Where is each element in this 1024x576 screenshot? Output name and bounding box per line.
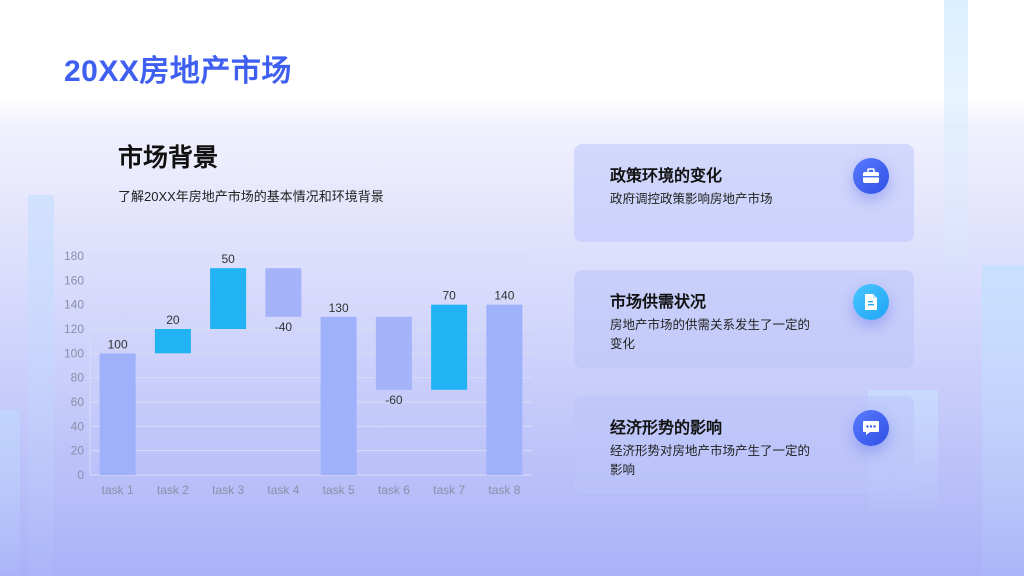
- y-tick-label: 140: [64, 298, 84, 312]
- chat-icon: [853, 410, 889, 446]
- y-tick-label: 40: [71, 419, 85, 433]
- data-label: 140: [494, 289, 514, 303]
- decor-bar: [0, 410, 20, 576]
- document-icon: [853, 284, 889, 320]
- decor-bar: [982, 265, 1024, 576]
- y-tick-label: 180: [64, 249, 84, 263]
- data-label: -60: [385, 393, 403, 407]
- page-title: 20XX房地产市场: [64, 55, 292, 88]
- data-label: 20: [166, 313, 180, 327]
- y-tick-label: 0: [77, 468, 84, 482]
- x-tick-label: task 1: [102, 483, 134, 497]
- bar-task-3: [210, 268, 247, 329]
- bar-task-1: [99, 353, 136, 475]
- bar-task-5: [320, 316, 357, 475]
- waterfall-chart: 0 20 40 60 80 100 120 140 160 180 100 task 1 20 task …: [64, 249, 532, 497]
- y-tick-label: 20: [71, 444, 85, 458]
- x-tick-label: task 6: [378, 483, 410, 497]
- y-tick-label: 120: [64, 322, 84, 336]
- bar-task-2: [154, 329, 191, 354]
- x-tick-label: task 3: [212, 483, 244, 497]
- y-tick-label: 80: [71, 371, 85, 385]
- y-tick-label: 60: [71, 395, 85, 409]
- x-tick-label: task 4: [267, 483, 299, 497]
- data-label: 50: [221, 252, 235, 266]
- card-desc: 房地产市场的供需关系发生了一定的变化: [610, 318, 811, 351]
- card-title: 政策环境的变化: [610, 168, 723, 185]
- decor-bar: [944, 0, 968, 270]
- x-tick-label: task 5: [323, 483, 355, 497]
- data-label: 130: [329, 301, 349, 315]
- card-title: 市场供需状况: [610, 294, 707, 311]
- section-title: 市场背景: [118, 144, 219, 172]
- bar-task-6: [375, 316, 412, 390]
- card-desc: 经济形势对房地产市场产生了一定的影响: [610, 444, 811, 477]
- decor-bar: [28, 195, 54, 576]
- bar-task-4: [265, 268, 302, 317]
- data-label: 100: [108, 337, 128, 351]
- card-title: 经济形势的影响: [610, 420, 723, 437]
- data-label: -40: [275, 320, 293, 334]
- y-tick-label: 100: [64, 346, 84, 360]
- data-label: 70: [442, 289, 456, 303]
- card-supply-demand: 市场供需状况 房地产市场的供需关系发生了一定的变化: [574, 270, 914, 368]
- y-tick-label: 160: [64, 273, 84, 287]
- x-tick-label: task 8: [488, 483, 520, 497]
- bar-task-8: [486, 304, 523, 475]
- card-desc: 政府调控政策影响房地产市场: [610, 192, 773, 206]
- section-subtitle: 了解20XX年房地产市场的基本情况和环境背景: [118, 189, 384, 204]
- bar-task-7: [431, 304, 468, 390]
- card-policy: 政策环境的变化 政府调控政策影响房地产市场: [574, 144, 914, 242]
- card-economy: 经济形势的影响 经济形势对房地产市场产生了一定的影响: [574, 396, 914, 494]
- x-tick-label: task 7: [433, 483, 465, 497]
- briefcase-icon: [853, 158, 889, 194]
- x-tick-label: task 2: [157, 483, 189, 497]
